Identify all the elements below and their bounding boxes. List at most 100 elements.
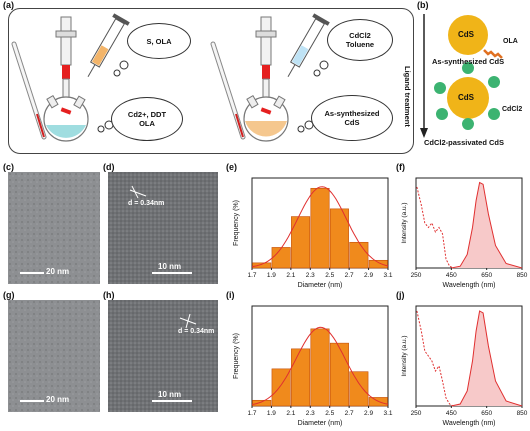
x-tick-label: 2.9 <box>364 410 373 417</box>
y-axis-label: Intensity (a.u.) <box>401 335 408 376</box>
x-tick-label: 850 <box>517 410 528 417</box>
syringe-left <box>87 13 130 77</box>
syringe-right <box>287 13 330 77</box>
scale-bar-g <box>20 400 44 402</box>
histogram-bar <box>271 247 291 269</box>
x-tick-label: 650 <box>481 410 492 417</box>
emission-line <box>451 310 523 407</box>
gaussian-fit-line <box>251 186 389 268</box>
absorption-line <box>416 186 454 269</box>
thermometer-right <box>210 41 246 140</box>
cds-core-bottom <box>447 77 489 119</box>
panel-label-f: (f) <box>396 162 405 172</box>
panel-label-i: (i) <box>226 290 235 300</box>
ligand-treatment-arrow-label: Ligand treatment <box>403 66 412 127</box>
ligand-ball-2 <box>462 62 474 74</box>
x-tick-label: 450 <box>446 272 457 279</box>
histogram-bar <box>310 187 330 269</box>
emission-fill <box>451 182 522 268</box>
x-tick-label: 1.9 <box>267 410 276 417</box>
histogram-bar <box>252 262 272 269</box>
x-tick-label: 2.7 <box>345 272 354 279</box>
tem-image-c: 20 nm <box>8 172 100 284</box>
ligand-ball-4 <box>436 108 448 120</box>
panel-label-b: (b) <box>417 0 429 10</box>
x-tick-label: 2.5 <box>325 410 334 417</box>
panel-label-c: (c) <box>3 162 14 172</box>
condenser-right <box>255 16 277 98</box>
panel-label-d: (d) <box>103 162 115 172</box>
histogram-bar <box>329 342 349 407</box>
x-tick-label: 250 <box>411 410 422 417</box>
pl-spectrum-chart-j: 250 450 650 850 Wavelength (nm) Intensity (a.… <box>401 305 528 427</box>
x-tick-label: 2.1 <box>286 272 295 279</box>
tem-image-g: 20 nm <box>8 300 100 412</box>
bubble-cdcl2-line2: Toluene <box>345 40 375 49</box>
scale-text-g: 20 nm <box>46 395 70 404</box>
bubble-cdcl2-toluene: CdCl2 Toluene <box>327 19 393 61</box>
x-axis-label: Diameter (nm) <box>298 282 343 289</box>
x-tick-label: 3.1 <box>383 410 392 417</box>
x-tick-label: 1.9 <box>267 272 276 279</box>
panel-label-g: (g) <box>3 290 15 300</box>
x-tick-label: 2.3 <box>306 272 315 279</box>
cds-label-bottom: CdS <box>458 93 474 102</box>
bubble-cd-precursor: Cd2+, DDT OLA <box>111 97 183 141</box>
synthesis-scheme-panel: S, OLA Cd2+, DDT OLA CdCl2 Toluene As-sy… <box>8 8 414 154</box>
panel-label-j: (j) <box>396 290 405 300</box>
pl-spectrum-chart-f: 250 450 650 850 Wavelength (nm) Intensity (a.… <box>401 177 528 289</box>
y-axis-label: Frequency (%) <box>233 333 240 379</box>
emission-line <box>451 181 523 269</box>
ligand-arrow-text: Ligand treatment <box>403 66 412 127</box>
x-tick-label: 2.9 <box>364 272 373 279</box>
panel-label-h: (h) <box>103 290 115 300</box>
condenser-left <box>55 16 77 98</box>
x-axis-label: Diameter (nm) <box>298 420 343 427</box>
y-axis-label: Intensity (a.u.) <box>401 202 408 243</box>
x-axis-label: Wavelength (nm) <box>442 282 495 289</box>
d-spacing-label-h: d = 0.34nm <box>178 328 215 335</box>
x-axis-label: Wavelength (nm) <box>442 420 495 427</box>
panel-label-a: (a) <box>3 0 14 10</box>
synthesis-scheme-drawing <box>11 13 330 142</box>
y-axis-label: Frequency (%) <box>233 200 240 246</box>
scale-bar-c <box>20 272 44 274</box>
x-tick-label: 2.3 <box>306 410 315 417</box>
ligand-ball-6 <box>462 118 474 130</box>
histogram-bar <box>349 371 369 407</box>
hrtem-image-d: d = 0.34nm 10 nm <box>108 172 218 284</box>
x-tick-label: 3.1 <box>383 272 392 279</box>
thermometer-left <box>11 41 47 140</box>
ligand-ball-5 <box>488 108 500 120</box>
x-tick-label: 1.7 <box>247 410 256 417</box>
histogram-bar <box>252 399 272 407</box>
histogram-bar <box>349 241 369 269</box>
ligand-treatment-panel: Ligand treatment CdS OLA As-synthesized … <box>403 10 528 155</box>
bubble-as-line1: As-synthesized <box>324 109 380 118</box>
histogram-bar <box>291 348 311 407</box>
scale-text-c: 20 nm <box>46 267 70 276</box>
d-spacing-label-d: d = 0.34nm <box>128 200 165 207</box>
x-tick-label: 850 <box>517 272 528 279</box>
histogram-chart-i: 1.7 1.9 2.1 2.3 2.5 2.7 2.9 3.1 Diameter (nm) Fre… <box>233 305 393 427</box>
x-tick-label: 1.7 <box>247 272 256 279</box>
x-tick-label: 650 <box>481 272 492 279</box>
x-tick-label: 450 <box>446 410 457 417</box>
bubble-as-synthesized: As-synthesized CdS <box>311 95 393 141</box>
cds-label-top: CdS <box>458 30 474 39</box>
ligand-ball-1 <box>434 82 446 94</box>
scale-bar-h <box>152 400 192 402</box>
cdcl2-label: CdCl2 <box>502 106 523 113</box>
hrtem-texture-d <box>108 172 218 284</box>
histogram-bar <box>310 328 330 407</box>
passivated-label: CdCl2-passivated CdS <box>424 138 505 147</box>
scale-bar-d <box>152 272 192 274</box>
absorption-line <box>416 310 454 407</box>
bubble-as-line2: CdS <box>344 118 360 127</box>
ola-label: OLA <box>503 38 518 45</box>
cds-core-top <box>448 15 488 55</box>
gaussian-fit-line <box>251 326 389 405</box>
bubble-cd-line2: OLA <box>139 119 155 128</box>
scale-text-h: 10 nm <box>158 390 182 399</box>
as-synthesized-label: As-synthesized CdS <box>432 57 505 66</box>
